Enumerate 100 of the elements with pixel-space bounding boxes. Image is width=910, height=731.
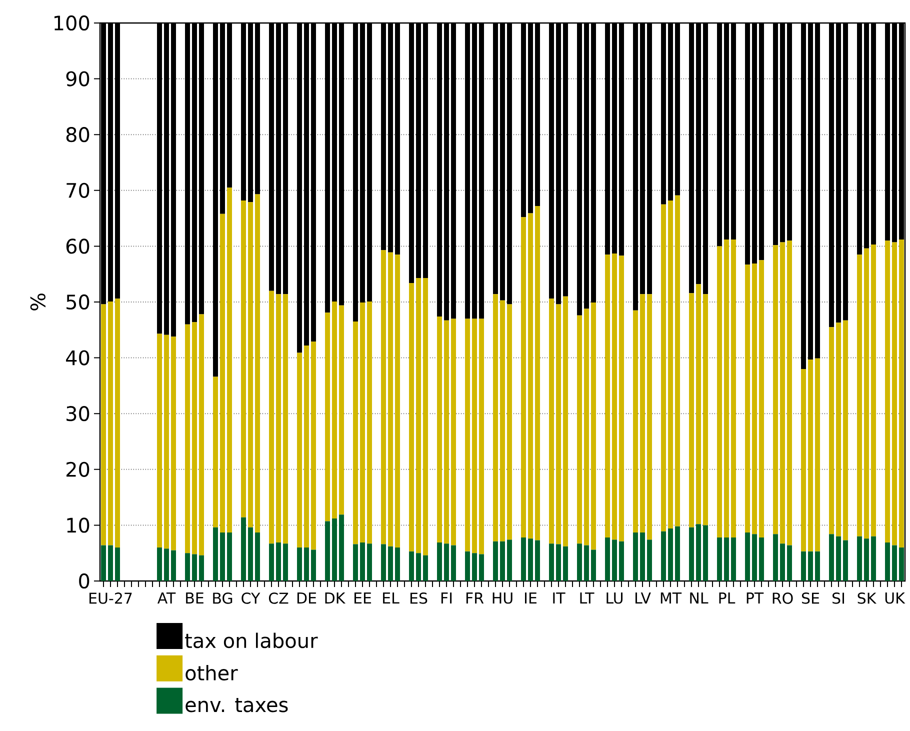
bar [101, 304, 106, 546]
bar [829, 534, 834, 581]
bar [836, 322, 842, 536]
bar [241, 200, 246, 518]
bar [843, 320, 848, 540]
bar [493, 541, 498, 581]
y-axis-title: % [30, 294, 46, 310]
x-tick-label: SE [802, 592, 820, 604]
bar [395, 254, 400, 548]
bar [192, 322, 197, 554]
bar [808, 359, 814, 552]
bar [857, 536, 862, 581]
bar [717, 537, 722, 581]
bar [437, 542, 442, 581]
bar [367, 544, 372, 581]
bar [584, 308, 590, 546]
bar [220, 532, 225, 581]
x-tick-label: HU [492, 592, 512, 604]
bar [780, 544, 786, 581]
bar [115, 548, 120, 581]
bar [451, 545, 456, 581]
x-tick-label: DE [297, 592, 316, 604]
x-tick-label: EL [383, 592, 400, 604]
bar [171, 336, 176, 550]
bar [864, 538, 870, 581]
bar [185, 324, 190, 554]
bar [689, 293, 694, 528]
x-tick-label: LV [635, 592, 651, 604]
bar [353, 322, 358, 544]
x-tick-label: SI [832, 592, 844, 604]
bar [227, 532, 232, 581]
bar [556, 304, 562, 544]
bar [724, 537, 730, 581]
bar [773, 245, 778, 534]
bar [248, 202, 253, 528]
legend-label: env. taxes [186, 698, 288, 712]
bar [444, 544, 450, 581]
bar [619, 541, 624, 581]
bar [500, 541, 506, 581]
x-tick-label: DK [325, 592, 346, 604]
x-tick-label: SK [858, 592, 877, 604]
x-tick-label: NL [690, 592, 708, 604]
bar [507, 540, 512, 581]
bar [108, 545, 113, 581]
y-tick-label: 30 [66, 406, 90, 422]
bar [605, 254, 610, 538]
bar [465, 551, 470, 581]
bar [493, 294, 498, 542]
bar [801, 551, 806, 581]
bar [171, 550, 176, 581]
bar [556, 544, 562, 581]
bar [381, 250, 386, 544]
bar [808, 551, 814, 581]
bar [647, 294, 652, 540]
bar [668, 200, 674, 529]
bar [633, 310, 638, 532]
bar [843, 540, 848, 581]
bar [619, 256, 624, 542]
bar [199, 314, 204, 556]
bar [185, 553, 190, 581]
x-tick-label: CZ [268, 592, 288, 604]
x-tick-label: FR [466, 592, 484, 604]
bar [157, 548, 162, 581]
bar [479, 554, 484, 581]
bar [416, 278, 422, 554]
bar [661, 531, 666, 581]
bar [332, 518, 338, 581]
bar [311, 550, 316, 581]
bar [367, 301, 372, 544]
x-tick-label: RO [772, 592, 793, 604]
bar [416, 553, 422, 581]
bar [836, 536, 842, 581]
bar [577, 315, 582, 544]
bar [409, 283, 414, 552]
bar [269, 544, 274, 581]
bar [745, 264, 750, 532]
x-tick-label: PL [719, 592, 736, 604]
bar [388, 546, 394, 581]
bar [360, 302, 366, 542]
x-tick-label: FI [441, 592, 452, 604]
bar [535, 206, 540, 540]
x-tick-label: MT [660, 592, 682, 604]
bar [423, 278, 428, 556]
bar [591, 550, 596, 581]
x-tick-label: EE [354, 592, 372, 604]
bar [353, 544, 358, 581]
y-tick-label: 50 [66, 294, 90, 310]
y-tick-label: 70 [66, 182, 90, 198]
bar [283, 544, 288, 581]
bar [332, 301, 338, 519]
bar [507, 304, 512, 540]
bar [549, 298, 554, 544]
bar [647, 540, 652, 581]
bar [115, 298, 120, 548]
bar [773, 534, 778, 581]
bar [528, 538, 534, 581]
bar [255, 194, 260, 532]
bar [892, 242, 898, 546]
x-tick-label: IT [553, 592, 566, 604]
x-tick-label: AT [157, 592, 176, 604]
